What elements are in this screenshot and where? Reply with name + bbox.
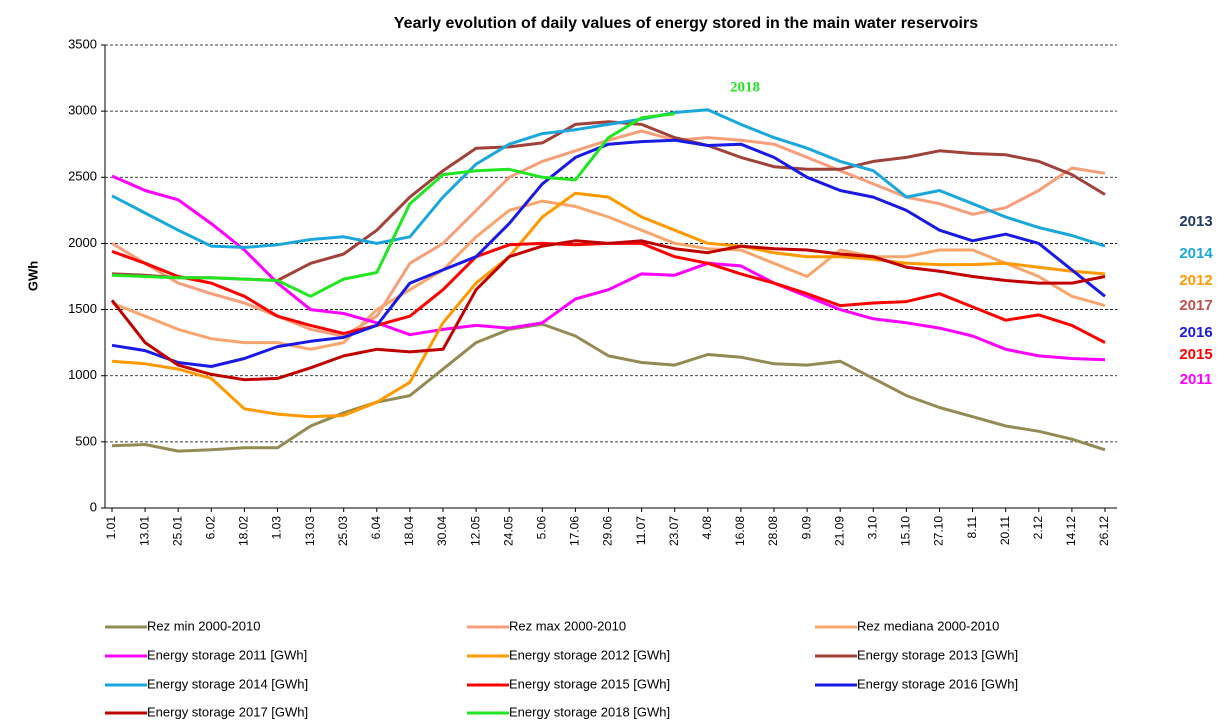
y-tick-label: 2500 xyxy=(68,169,97,184)
x-tick-label: 13.01 xyxy=(137,516,151,546)
y-tick-label: 3500 xyxy=(68,36,97,51)
y-tick-label: 1500 xyxy=(68,301,97,316)
series-line xyxy=(111,174,1106,362)
annotation: 2017 xyxy=(1179,297,1212,314)
legend-label: Energy storage 2014 [GWh] xyxy=(147,676,308,691)
x-tick-label: 26.12 xyxy=(1097,516,1111,546)
x-tick-label: 5.06 xyxy=(534,516,548,540)
x-tick-label: 2.12 xyxy=(1031,516,1045,540)
x-tick-label: 1.03 xyxy=(270,516,284,540)
series-line xyxy=(111,138,1106,368)
x-tick-label: 14.12 xyxy=(1064,516,1078,546)
legend-label: Energy storage 2015 [GWh] xyxy=(509,676,670,691)
series-line xyxy=(111,112,675,298)
legend-label: Energy storage 2017 [GWh] xyxy=(147,704,308,719)
x-tick-label: 23.07 xyxy=(667,516,681,546)
x-tick-label: 3.10 xyxy=(865,516,879,540)
annotation: 2014 xyxy=(1179,245,1213,262)
series-line xyxy=(111,199,1106,351)
legend-label: Rez mediana 2000-2010 xyxy=(857,618,999,633)
series-line xyxy=(111,322,1106,453)
x-tick-label: 13.03 xyxy=(303,516,317,546)
legend-label: Energy storage 2013 [GWh] xyxy=(857,647,1018,662)
x-tick-label: 18.02 xyxy=(237,516,251,546)
series-line xyxy=(110,239,1106,382)
y-tick-label: 3000 xyxy=(68,103,97,118)
annotation: 2013 xyxy=(1179,213,1212,230)
x-tick-label: 20.11 xyxy=(998,516,1012,545)
x-tick-label: 17.06 xyxy=(568,516,582,546)
annotation: 2016 xyxy=(1179,324,1212,341)
x-tick-label: 1.01 xyxy=(104,516,118,540)
series-line xyxy=(111,108,1106,249)
x-tick-label: 16.08 xyxy=(733,516,747,546)
x-tick-label: 21.09 xyxy=(832,516,846,546)
y-tick-label: 2000 xyxy=(68,235,97,250)
x-tick-label: 29.06 xyxy=(601,516,615,546)
x-tick-label: 11.07 xyxy=(634,516,648,545)
legend-label: Rez min 2000-2010 xyxy=(147,618,260,633)
x-tick-label: 28.08 xyxy=(766,516,780,546)
legend-label: Rez max 2000-2010 xyxy=(509,618,626,633)
x-tick-label: 25.01 xyxy=(170,516,184,546)
legend-label: Energy storage 2018 [GWh] xyxy=(509,704,670,719)
x-tick-label: 6.04 xyxy=(369,516,383,540)
x-tick-label: 4.08 xyxy=(700,516,714,540)
series-line xyxy=(111,191,1106,419)
x-tick-label: 12.05 xyxy=(468,516,482,546)
x-tick-label: 24.05 xyxy=(501,516,515,546)
series-line xyxy=(111,241,1106,344)
legend-label: Energy storage 2016 [GWh] xyxy=(857,676,1018,691)
x-tick-label: 30.04 xyxy=(435,516,449,546)
x-tick-label: 25.03 xyxy=(336,516,350,546)
y-tick-label: 500 xyxy=(75,433,97,448)
legend-label: Energy storage 2011 [GWh] xyxy=(147,647,307,662)
annotation: 2015 xyxy=(1179,346,1212,363)
y-tick-label: 0 xyxy=(90,499,97,514)
x-tick-label: 27.10 xyxy=(932,516,946,546)
x-tick-label: 18.04 xyxy=(402,516,416,546)
annotation: 2012 xyxy=(1179,272,1212,289)
y-tick-label: 1000 xyxy=(68,367,97,382)
legend-label: Energy storage 2012 [GWh] xyxy=(509,647,670,662)
y-axis-label: GWh xyxy=(25,261,40,291)
x-tick-label: 8.11 xyxy=(965,516,979,539)
x-tick-label: 6.02 xyxy=(203,516,217,540)
x-tick-label: 9.09 xyxy=(799,516,813,540)
annotation: 2011 xyxy=(1180,371,1213,388)
chart-title: Yearly evolution of daily values of ener… xyxy=(394,15,978,32)
annotation: 2018 xyxy=(730,79,760,95)
x-tick-label: 15.10 xyxy=(899,516,913,546)
